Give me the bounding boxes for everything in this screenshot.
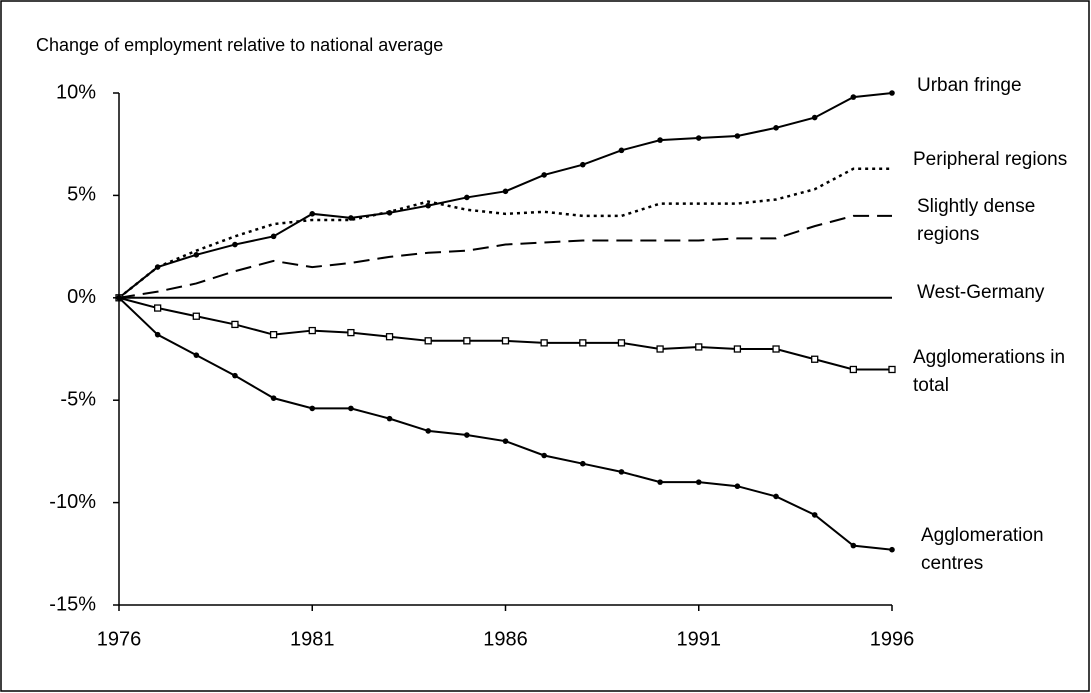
point: [464, 432, 470, 438]
point: [811, 355, 819, 363]
point: [193, 352, 200, 358]
point: [231, 320, 239, 329]
point: [773, 125, 779, 131]
y-tick-label: -10%: [49, 491, 96, 513]
point: [232, 372, 238, 379]
point: [541, 452, 547, 459]
point: [579, 339, 587, 347]
series-label: West-Germany: [917, 282, 1045, 303]
series-label: Peripheral regions: [913, 149, 1068, 170]
point: [734, 483, 741, 490]
point: [386, 415, 393, 422]
point: [889, 546, 895, 553]
point: [270, 233, 277, 240]
point: [502, 188, 509, 195]
x-tick-label: 1996: [870, 628, 915, 650]
point: [154, 331, 161, 338]
point: [695, 479, 702, 485]
series-line: [118, 92, 893, 299]
point: [657, 479, 663, 485]
point: [889, 90, 895, 96]
point: [269, 331, 278, 339]
series-label: Agglomerations in total: [913, 347, 1066, 396]
point: [695, 343, 703, 351]
point: [348, 405, 354, 412]
series-line: [118, 167, 892, 299]
point: [424, 337, 432, 345]
x-tick-label: 1976: [97, 628, 142, 650]
point: [811, 512, 818, 518]
point: [618, 147, 625, 154]
point: [734, 133, 741, 139]
point: [463, 337, 471, 345]
point: [657, 137, 663, 143]
axis-title: Change of employment relative to nationa…: [36, 35, 443, 55]
point: [811, 114, 818, 121]
point: [850, 542, 857, 549]
point: [888, 365, 896, 374]
series-label: Agglomeration centres: [921, 525, 1044, 574]
point: [617, 339, 626, 347]
point: [193, 251, 200, 258]
point: [347, 328, 355, 337]
y-tick-label: 10%: [56, 81, 96, 103]
y-tick-label: 5%: [67, 184, 96, 206]
point: [308, 326, 316, 335]
point: [733, 345, 742, 353]
point: [192, 312, 200, 320]
point: [309, 211, 316, 217]
point: [464, 194, 470, 201]
y-tick-label: -5%: [60, 388, 96, 410]
point: [385, 333, 394, 341]
point: [580, 460, 586, 467]
y-tick-label: 0%: [67, 286, 96, 308]
point: [309, 405, 316, 412]
point: [153, 304, 162, 312]
point: [618, 469, 625, 475]
point: [501, 337, 510, 345]
x-tick-label: 1981: [290, 628, 335, 650]
point: [849, 365, 857, 374]
x-tick-label: 1986: [483, 628, 528, 650]
point: [541, 172, 547, 178]
point: [116, 295, 122, 301]
x-tick-label: 1991: [677, 628, 722, 650]
point: [232, 241, 238, 248]
point: [580, 161, 586, 168]
point: [540, 339, 548, 347]
y-tick-label: -15%: [49, 593, 96, 615]
series-label: Urban fringe: [917, 75, 1022, 96]
point: [773, 493, 779, 500]
point: [656, 345, 664, 353]
series-label: Slightly dense regions: [917, 196, 1036, 245]
point: [850, 94, 857, 100]
series-line: [118, 297, 893, 551]
series-line: [118, 214, 892, 299]
point: [772, 345, 780, 353]
point: [502, 438, 509, 444]
point: [270, 395, 277, 401]
series-line: [118, 296, 892, 371]
point: [425, 428, 432, 434]
point: [425, 202, 432, 209]
point: [695, 135, 702, 141]
